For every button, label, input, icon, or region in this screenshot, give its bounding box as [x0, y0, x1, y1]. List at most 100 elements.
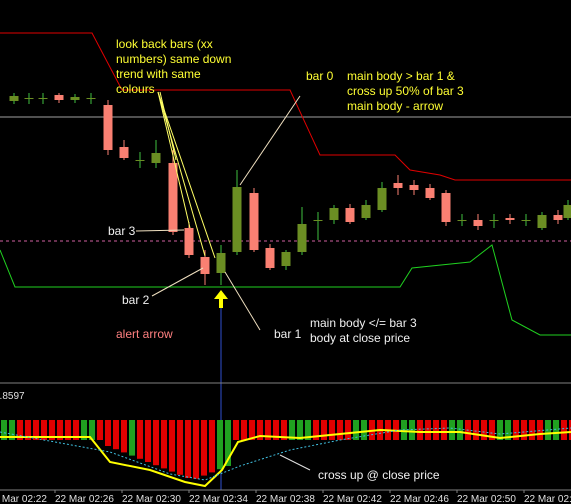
pointer	[135, 229, 185, 232]
candle-body	[537, 215, 547, 228]
signal-dotted-line	[0, 427, 571, 481]
histogram-bar	[121, 420, 127, 453]
annotation: alert arrow	[116, 327, 173, 341]
annotation: bar 0	[306, 69, 334, 83]
annotation: look back bars (xx	[116, 37, 213, 51]
candle-body	[425, 188, 435, 198]
annotation: bar 2	[122, 293, 150, 307]
candle-body	[377, 188, 387, 210]
candle-body	[70, 97, 80, 100]
candle-body	[521, 220, 531, 221]
histogram-bar	[1, 420, 7, 440]
candle-body	[216, 253, 226, 273]
histogram-bar	[169, 420, 175, 472]
candle-body	[457, 220, 467, 221]
candle-body	[441, 193, 451, 222]
histogram-bar	[65, 420, 71, 440]
indicator-line	[0, 428, 571, 488]
histogram-bar	[321, 420, 327, 440]
histogram-bar	[297, 420, 303, 440]
candle-body	[361, 205, 371, 218]
time-label: 22 Mar 02:46	[390, 494, 449, 504]
indicator-histogram	[1, 420, 571, 479]
histogram-bar	[425, 420, 431, 440]
histogram-bar	[289, 420, 295, 440]
pointer	[151, 267, 204, 297]
histogram-bar	[561, 420, 567, 440]
time-label: 22 Mar 02:26	[55, 494, 114, 504]
candle-body	[345, 208, 355, 222]
upper-channel	[0, 32, 571, 181]
histogram-bar	[153, 420, 159, 466]
annotation: cross up 50% of bar 3	[347, 84, 464, 98]
histogram-bar	[553, 420, 559, 440]
candle-body	[103, 105, 113, 150]
histogram-bar	[497, 420, 503, 440]
histogram-bar	[73, 420, 79, 440]
histogram-bar	[457, 420, 463, 440]
candle-body	[563, 205, 571, 218]
pointer	[157, 91, 191, 229]
histogram-bar	[217, 420, 223, 470]
histogram-bar	[521, 420, 527, 440]
histogram-bar	[481, 420, 487, 440]
annotation-lines	[157, 91, 216, 259]
candle-body	[135, 160, 145, 161]
candle-body	[473, 220, 483, 226]
histogram-bar	[177, 420, 183, 475]
time-label: 22 Mar 02:30	[122, 494, 181, 504]
candle-body	[54, 95, 64, 100]
histogram-bar	[89, 420, 95, 440]
histogram-bar	[233, 420, 239, 440]
histogram-bar	[417, 420, 423, 440]
candle-body	[505, 218, 515, 220]
histogram-bar	[241, 420, 247, 440]
annotation: main body > bar 1 &	[347, 69, 455, 83]
candle-body	[297, 224, 307, 252]
time-label: 22 Mar 02:42	[323, 494, 382, 504]
histogram-bar	[489, 420, 495, 440]
annotation: main body - arrow	[347, 99, 443, 113]
histogram-bar	[313, 420, 319, 440]
time-label: 22 Mar 02:38	[256, 494, 315, 504]
candle-body	[119, 147, 129, 158]
annotation: bar 3	[108, 224, 136, 238]
histogram-bar	[249, 420, 255, 440]
candle-body	[281, 252, 291, 266]
candle-body	[86, 98, 96, 99]
candles	[9, 93, 571, 285]
histogram-bar	[137, 420, 143, 459]
histogram-bar	[529, 420, 535, 440]
pointer	[224, 271, 261, 331]
histogram-bar	[9, 420, 15, 440]
annotation: main body </= bar 3	[310, 316, 417, 330]
candle-body	[184, 228, 194, 255]
candle-body	[200, 257, 210, 274]
pointer	[239, 95, 301, 186]
histogram-bar	[345, 420, 351, 440]
histogram-bar	[201, 420, 207, 476]
pointer	[157, 91, 216, 259]
histogram-bar	[105, 420, 111, 446]
histogram-bar	[537, 420, 543, 440]
candle-body	[249, 193, 259, 250]
histogram-bar	[337, 420, 343, 440]
time-label: 22 Mar 02:54	[524, 494, 571, 504]
time-label: 22 Mar 02:22	[0, 494, 47, 504]
indicator-label: 2.8597	[0, 391, 25, 402]
annotation: bar 1	[274, 327, 302, 341]
histogram-bar	[113, 420, 119, 450]
bar-pointers	[135, 95, 301, 331]
candle-body	[232, 187, 242, 252]
histogram-bar	[81, 420, 87, 440]
histogram-bar	[257, 420, 263, 440]
histogram-bar	[97, 420, 103, 440]
candle-body	[151, 153, 161, 163]
histogram-bar	[265, 420, 271, 440]
annotation: numbers) same down	[116, 52, 231, 66]
time-axis: 22 Mar 02:22 22 Mar 02:26 22 Mar 02:30 22 M…	[0, 490, 571, 504]
candle-body	[313, 220, 323, 221]
histogram-bar	[473, 420, 479, 440]
pointer	[279, 454, 311, 471]
